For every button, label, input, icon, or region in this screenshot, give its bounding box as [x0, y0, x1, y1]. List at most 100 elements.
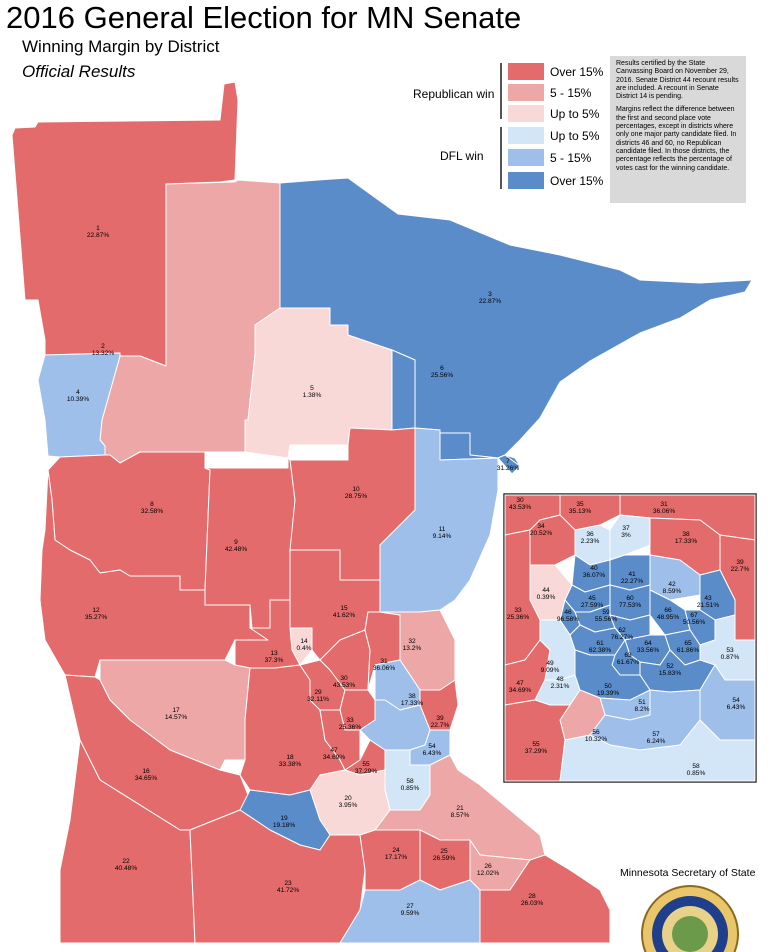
district-label-21: 21: [456, 805, 464, 812]
district-11[interactable]: [379, 427, 499, 613]
district-margin-6: 25.56%: [431, 372, 454, 379]
district-margin-28: 26.03%: [521, 900, 544, 907]
district-label-15: 15: [340, 605, 348, 612]
district-label-11: 11: [439, 526, 446, 533]
district-margin-4: 10.39%: [67, 396, 90, 403]
district-label-4: 4: [76, 389, 80, 396]
inset-district-margin-56: 10.32%: [585, 736, 608, 743]
district-margin-14: 0.4%: [296, 645, 311, 652]
district-margin-16: 34.65%: [135, 775, 158, 782]
inset-district-50[interactable]: [574, 649, 651, 701]
district-23[interactable]: [189, 809, 366, 943]
inset-district-label-43: 43: [704, 595, 712, 602]
district-label-28: 28: [528, 893, 536, 900]
legend-swatch: [508, 149, 544, 166]
district-label-47: 47: [330, 747, 338, 754]
inset-district-margin-37: 3%: [621, 532, 631, 539]
inset-district-margin-55: 37.29%: [525, 748, 548, 755]
district-margin-54: 6.43%: [423, 750, 442, 757]
district-label-29: 29: [314, 689, 322, 696]
district-label-1: 1: [96, 225, 100, 232]
inset-district-margin-40: 36.07%: [583, 572, 606, 579]
district-margin-55: 37.29%: [355, 768, 378, 775]
district-margin-19: 19.18%: [273, 822, 296, 829]
inset-district-label-36: 36: [586, 531, 594, 538]
inset-district-label-31: 31: [660, 501, 668, 508]
inset-district-label-49: 49: [546, 660, 554, 667]
inset-district-margin-63: 61.67%: [617, 659, 640, 666]
inset-district-label-38: 38: [682, 531, 690, 538]
inset-district-margin-58: 0.85%: [687, 770, 706, 777]
district-label-3: 3: [488, 291, 492, 298]
district-margin-18: 33.38%: [279, 761, 302, 768]
legend-swatch: [508, 172, 544, 189]
district-label-33: 33: [346, 717, 354, 724]
inset-district-margin-34: 20.52%: [530, 530, 553, 537]
district-label-14: 14: [300, 638, 308, 645]
district-28[interactable]: [479, 854, 611, 943]
results-note: Results certified by the State Canvassin…: [610, 56, 746, 203]
district-label-10: 10: [352, 486, 360, 493]
district-margin-25: 26.59%: [433, 855, 456, 862]
inset-district-label-54: 54: [732, 697, 740, 704]
inset-district-margin-52: 15.83%: [659, 670, 682, 677]
district-4[interactable]: [37, 352, 121, 458]
district-margin-10: 28.75%: [345, 493, 368, 500]
inset-district-margin-64: 33.56%: [637, 647, 660, 654]
legend-item-rep-over15: Over 15%: [508, 63, 608, 80]
note-certification: Results certified by the State Canvassin…: [616, 60, 739, 101]
legend-label: 5 - 15%: [550, 86, 592, 100]
district-label-20: 20: [344, 795, 352, 802]
legend-swatch: [508, 105, 544, 122]
inset-district-label-40: 40: [590, 565, 598, 572]
district-margin-33: 25.36%: [339, 724, 362, 731]
district-margin-30: 43.53%: [333, 682, 356, 689]
inset-district-label-34: 34: [537, 523, 545, 530]
district-margin-29: 32.11%: [307, 696, 329, 703]
inset-district-margin-67: 50.56%: [683, 619, 706, 626]
district-margin-26: 12.02%: [477, 870, 500, 877]
inset-district-55[interactable]: [504, 699, 571, 782]
inset-district-margin-42: 8.59%: [663, 588, 682, 595]
inset-district-label-50: 50: [604, 683, 612, 690]
map-title: 2016 General Election for MN Senate: [6, 0, 522, 35]
republican-legend-label: Republican win: [413, 87, 495, 101]
inset-district-margin-43: 21.51%: [697, 602, 720, 609]
district-label-16: 16: [142, 768, 150, 775]
inset-district-label-44: 44: [542, 587, 550, 594]
inset-district-label-33: 33: [514, 607, 522, 614]
district-7[interactable]: [497, 454, 521, 475]
inset-district-margin-50: 19.39%: [597, 690, 620, 697]
inset-district-label-42: 42: [668, 581, 676, 588]
inset-district-margin-47: 34.69%: [509, 687, 532, 694]
state-seal-icon: [641, 885, 739, 952]
inset-district-label-58: 58: [692, 763, 700, 770]
district-margin-11: 9.14%: [433, 533, 452, 540]
district-label-18: 18: [286, 754, 294, 761]
inset-district-label-46: 46: [564, 609, 572, 616]
district-margin-1: 22.87%: [87, 232, 110, 239]
inset-district-label-67: 67: [690, 612, 698, 619]
district-label-54: 54: [428, 743, 436, 750]
inset-district-label-30: 30: [516, 497, 524, 504]
inset-district-label-57: 57: [652, 731, 660, 738]
district-margin-7: 31.26%: [497, 465, 520, 472]
district-label-13: 13: [270, 650, 278, 657]
district-22[interactable]: [59, 739, 196, 943]
district-margin-24: 17.17%: [385, 854, 408, 861]
legend-item-dfl-upto5: Up to 5%: [508, 127, 608, 144]
district-label-25: 25: [440, 848, 448, 855]
inset-district-label-41: 41: [628, 571, 636, 578]
district-27[interactable]: [339, 879, 481, 943]
inset-district-label-62: 62: [618, 627, 626, 634]
inset-district-margin-49: 9.09%: [541, 667, 560, 674]
inset-district-58[interactable]: [559, 719, 756, 782]
district-margin-17: 14.57%: [165, 714, 188, 721]
district-margin-2: 13.32%: [92, 350, 115, 357]
district-label-38: 38: [408, 693, 416, 700]
inset-district-label-61: 61: [596, 640, 604, 647]
district-label-2: 2: [101, 343, 105, 350]
district-12[interactable]: [39, 469, 269, 678]
district-margin-5: 1.38%: [303, 392, 322, 399]
inset-district-margin-35: 35.13%: [569, 508, 592, 515]
